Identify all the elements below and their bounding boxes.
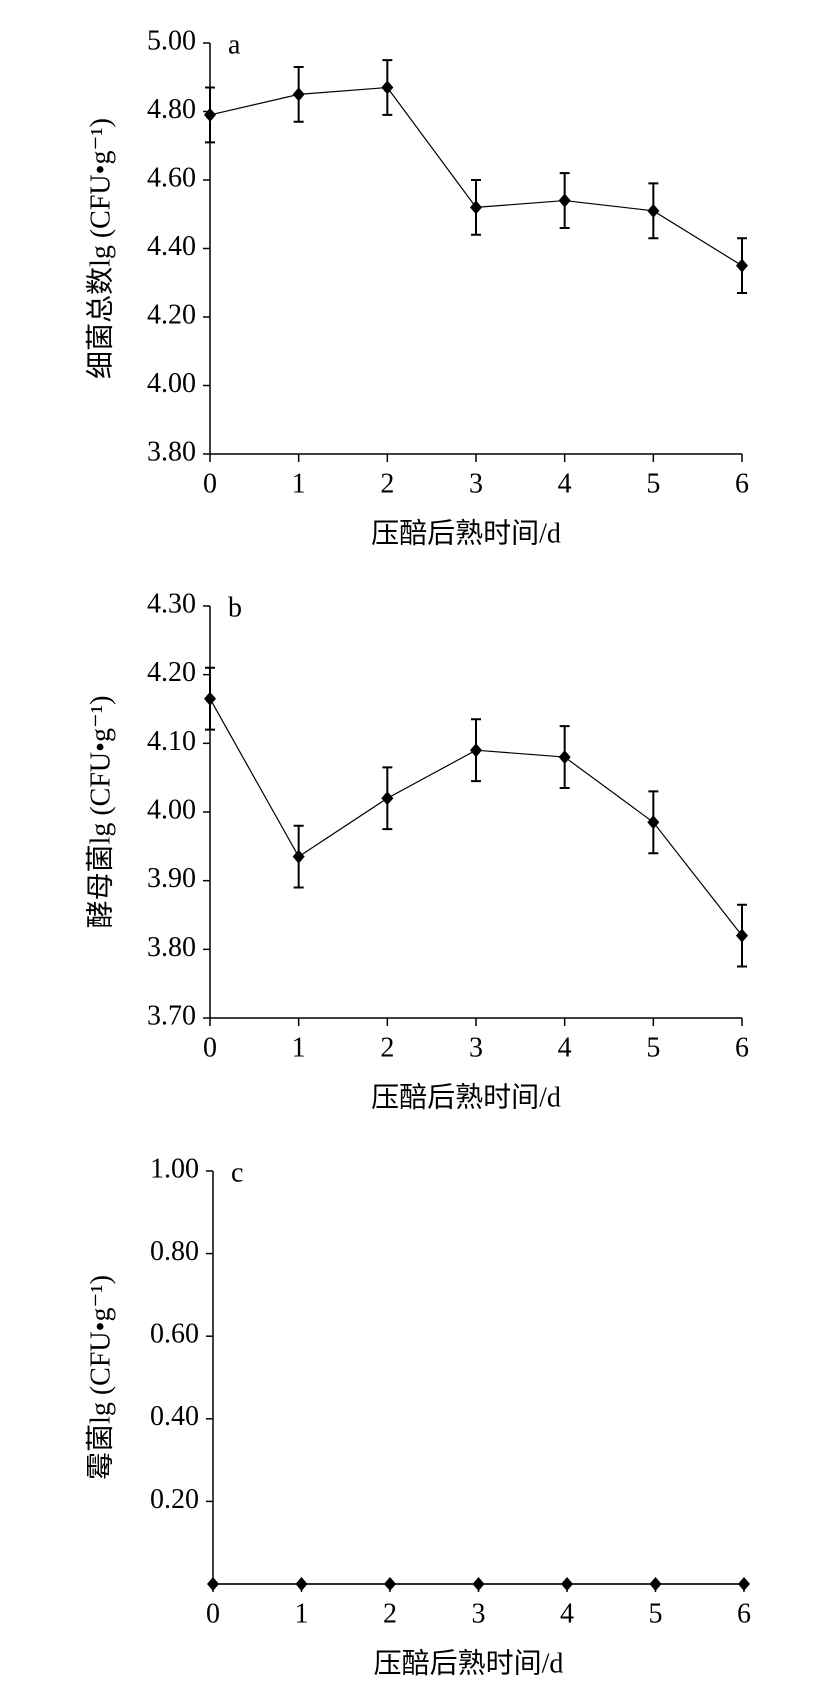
marker <box>647 203 660 218</box>
marker <box>472 1577 485 1591</box>
marker <box>736 928 748 943</box>
marker <box>381 80 394 95</box>
y-tick-label: 4.80 <box>147 94 196 125</box>
y-axis-title: 细菌总数lg (CFU•g⁻¹) <box>84 118 116 379</box>
x-tick-label: 1 <box>292 1032 306 1063</box>
marker <box>295 1577 308 1591</box>
y-axis-title: 酵母菌lg (CFU•g⁻¹) <box>84 696 116 929</box>
y-tick-label: 1.00 <box>150 1153 199 1184</box>
marker <box>384 1577 396 1591</box>
marker <box>558 193 571 208</box>
y-tick-label: 3.80 <box>147 932 196 963</box>
marker <box>470 200 482 215</box>
marker <box>470 743 482 758</box>
marker <box>649 1577 662 1591</box>
data-line <box>209 86 743 267</box>
marker <box>736 258 748 273</box>
y-tick-label: 4.00 <box>147 794 196 825</box>
x-tick-label: 0 <box>203 468 217 499</box>
x-tick-label: 2 <box>380 1032 394 1063</box>
panel-label: a <box>228 29 241 60</box>
x-tick-label: 4 <box>558 1032 572 1063</box>
marker <box>558 750 571 765</box>
x-tick-label: 6 <box>735 1032 749 1063</box>
y-axis-title: 霉菌lg (CFU•g⁻¹) <box>84 1275 116 1480</box>
x-tick-label: 3 <box>469 1032 483 1063</box>
x-tick-label: 2 <box>380 468 394 499</box>
panel-label: b <box>228 592 242 623</box>
panel-label: c <box>231 1157 243 1188</box>
marker <box>292 87 305 102</box>
marker <box>292 849 305 864</box>
y-tick-label: 0.20 <box>150 1484 199 1515</box>
y-tick-label: 4.20 <box>147 657 196 688</box>
marker <box>561 1577 573 1591</box>
y-tick-label: 4.60 <box>147 162 196 193</box>
x-tick-label: 1 <box>295 1598 309 1629</box>
x-axis-title: 压醅后熟时间/d <box>374 1647 564 1679</box>
x-tick-label: 0 <box>206 1598 220 1629</box>
x-tick-label: 5 <box>646 1032 660 1063</box>
y-tick-label: 3.80 <box>147 436 196 467</box>
marker <box>647 815 660 830</box>
x-tick-label: 1 <box>292 468 306 499</box>
y-tick-label: 5.00 <box>147 25 196 56</box>
x-tick-label: 5 <box>646 468 660 499</box>
y-tick-label: 0.80 <box>150 1236 199 1267</box>
x-tick-label: 3 <box>469 468 483 499</box>
marker <box>207 1577 219 1591</box>
x-tick-label: 0 <box>203 1032 217 1063</box>
marker <box>381 791 394 806</box>
x-axis-title: 压醅后熟时间/d <box>371 1081 561 1113</box>
x-tick-label: 5 <box>649 1598 663 1629</box>
y-tick-label: 0.40 <box>150 1401 199 1432</box>
y-tick-label: 4.00 <box>147 368 196 399</box>
x-tick-label: 4 <box>558 468 572 499</box>
y-tick-label: 3.70 <box>147 1000 196 1031</box>
y-tick-label: 4.40 <box>147 231 196 262</box>
x-tick-label: 3 <box>472 1598 486 1629</box>
y-tick-label: 4.30 <box>147 588 196 619</box>
marker <box>204 107 216 122</box>
y-tick-label: 0.60 <box>150 1319 199 1350</box>
x-tick-label: 6 <box>737 1598 751 1629</box>
y-tick-label: 4.20 <box>147 299 196 330</box>
x-tick-label: 2 <box>383 1598 397 1629</box>
marker <box>738 1577 750 1591</box>
x-tick-label: 4 <box>560 1598 574 1629</box>
x-axis-title: 压醅后熟时间/d <box>371 517 561 549</box>
y-tick-label: 4.10 <box>147 726 196 757</box>
marker <box>204 691 216 706</box>
x-tick-label: 6 <box>735 468 749 499</box>
y-tick-label: 3.90 <box>147 863 196 894</box>
